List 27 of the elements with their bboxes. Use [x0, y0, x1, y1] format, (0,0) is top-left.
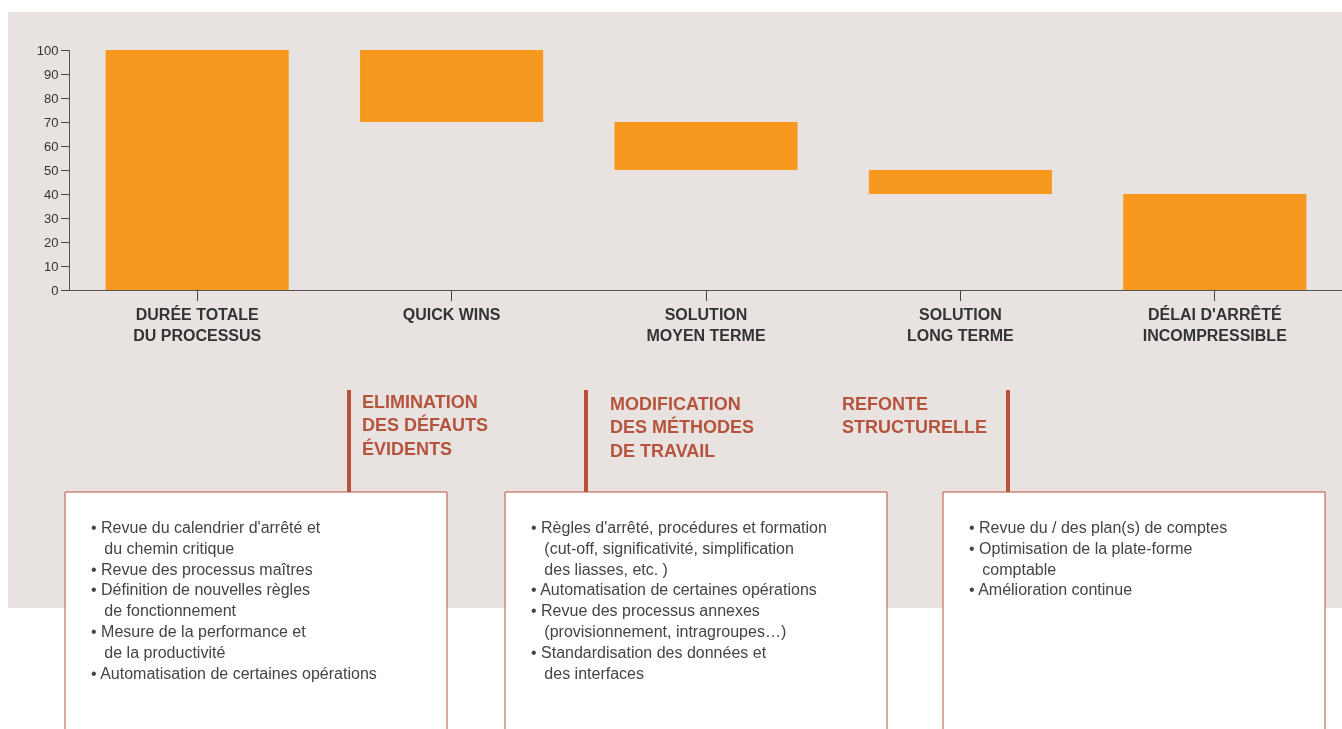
- y-tick-label: 90: [43, 66, 59, 82]
- bar: [1123, 194, 1307, 290]
- text: MODIFICATION DES MÉTHODES DE TRAVAIL: [610, 394, 755, 461]
- bar: [868, 170, 1052, 194]
- y-tick-label: 100: [36, 42, 59, 58]
- text: • Revue du calendrier d'arrêté et du chemin critique • Revue des processus maîtres • Définition de nouvelles règles de fonctionnement • Mesure de la performance et de la productivité • Automatisation de certaines opérations: [91, 519, 377, 682]
- x-tick-label: DÉLAI D'ARRÊTÉ INCOMPRESSIBLE: [1142, 305, 1288, 344]
- x-tick-label: QUICK WINS: [402, 306, 501, 324]
- text: REFONTE STRUCTURELLE: [842, 394, 987, 438]
- y-tick-label: 20: [43, 234, 59, 250]
- bar: [105, 50, 289, 290]
- text: • Règles d'arrêté, procédures et formation (cut-off, significativité, simplification des liasses, etc. ) • Automatisation de certaines opérations • Revue des processus annexes (provisionnement, intragroupes…) • Standardisation des données et des interfaces: [531, 519, 827, 682]
- y-tick-label: 60: [43, 138, 59, 154]
- y-tick-label: 0: [51, 282, 59, 298]
- y-tick-label: 50: [43, 162, 59, 178]
- y-tick-label: 70: [43, 114, 59, 130]
- y-tick-label: 40: [43, 186, 59, 202]
- x-tick-label: DURÉE TOTALE DU PROCESSUS: [133, 305, 262, 344]
- x-tick-label: SOLUTION LONG TERME: [907, 306, 1015, 344]
- bar: [360, 50, 544, 122]
- y-tick-label: 10: [43, 258, 59, 274]
- text: ELIMINATION DES DÉFAUTS ÉVIDENTS: [362, 392, 489, 459]
- y-tick-label: 80: [43, 90, 59, 106]
- y-tick-label: 30: [43, 210, 59, 226]
- text: • Revue du / des plan(s) de comptes • Optimisation de la plate-forme comptable • Amélioration continue: [969, 519, 1228, 599]
- bar: [614, 122, 798, 170]
- x-tick-label: SOLUTION MOYEN TERME: [646, 306, 766, 344]
